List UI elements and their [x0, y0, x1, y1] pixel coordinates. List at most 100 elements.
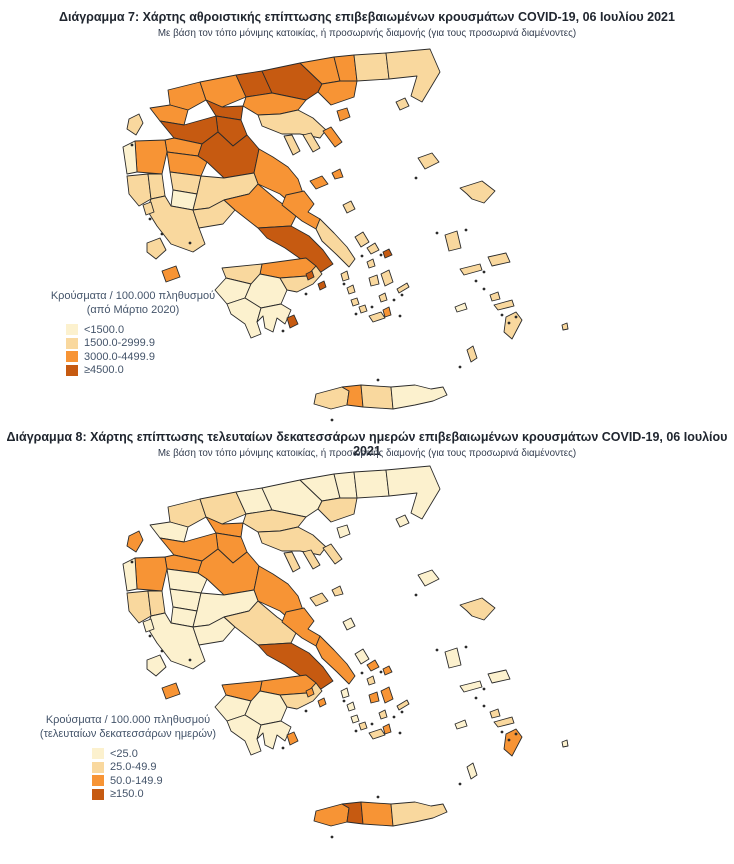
region-imathia: [205, 516, 244, 538]
region-ios: [378, 292, 388, 303]
region-kastellorizo: [561, 739, 569, 748]
legend-label: <1500.0: [84, 323, 125, 336]
islet-dot: [330, 835, 334, 839]
region-rodopi: [353, 52, 390, 82]
islet-dot: [392, 298, 396, 302]
region-attica: [257, 225, 334, 273]
legend-label: <25.0: [110, 747, 138, 760]
region-arta: [147, 590, 166, 617]
region-naxos: [380, 269, 394, 287]
islet-dot: [342, 699, 346, 703]
region-andros: [354, 231, 370, 248]
islet-dot: [281, 329, 285, 333]
region-kastoria: [149, 521, 189, 543]
islet-dot: [304, 292, 308, 296]
region-heraklion: [360, 801, 394, 827]
region-skyros: [342, 200, 356, 214]
legend-item: ≥150.0: [92, 788, 236, 802]
map-cumulative-incidence-greece: [122, 48, 569, 422]
region-zakynthos: [161, 265, 181, 283]
region-samothrace: [395, 97, 410, 111]
islet-dot: [360, 254, 364, 258]
legend-14day: Κρούσματα / 100.000 πληθυσμού (τελευταίω…: [20, 713, 236, 801]
region-sithonia: [302, 549, 321, 570]
region-rethymno: [341, 801, 364, 825]
region-kefalonia: [146, 654, 167, 677]
region-kythnos: [346, 284, 356, 295]
legend-swatch-bin2: [66, 337, 78, 349]
region-messinia: [226, 714, 262, 756]
region-milos: [368, 311, 386, 323]
region-kavala: [317, 80, 358, 106]
region-rodopi: [353, 469, 390, 499]
region-santorini: [382, 723, 392, 735]
region-lasithi: [390, 384, 448, 410]
region-skyros: [342, 617, 356, 631]
legend-label: 1500.0-2999.9: [84, 337, 155, 350]
region-kavala: [317, 497, 358, 523]
region-corfu: [126, 530, 144, 553]
region-sithonia: [302, 132, 321, 153]
legend-label: ≥150.0: [110, 788, 144, 801]
region-limnos: [417, 152, 440, 170]
region-florina: [167, 81, 207, 111]
region-lesbos: [459, 180, 496, 204]
figure7-subtitle: Με βάση τον τόπο μόνιμης κατοικίας, ή πρ…: [157, 28, 577, 39]
region-kos: [493, 716, 515, 728]
legend-swatch-bin4: [92, 788, 104, 800]
islet-dot: [398, 731, 402, 735]
islet-dot: [500, 730, 504, 734]
legend-swatch-bin4: [66, 364, 78, 376]
islet-dot: [379, 670, 383, 674]
islet-dot: [379, 253, 383, 257]
legend-label: 50.0-149.9: [110, 774, 163, 787]
region-kassandra: [283, 134, 301, 156]
islet-dot: [304, 709, 308, 713]
region-chios: [444, 647, 462, 669]
legend-item: <1500.0: [66, 323, 236, 337]
region-rethymno: [341, 384, 364, 408]
region-preveza: [126, 173, 152, 207]
region-syros: [366, 675, 376, 686]
region-kassandra: [283, 551, 301, 573]
region-evros: [385, 48, 441, 103]
region-thasos: [336, 107, 351, 122]
region-sifnos: [358, 721, 368, 731]
region-sporades: [309, 168, 344, 190]
islet-dot: [482, 270, 486, 274]
region-amorgos: [396, 282, 410, 294]
region-ikaria: [459, 680, 483, 693]
region-attica: [257, 642, 334, 690]
region-kastoria: [149, 104, 189, 126]
legend-title: Κρούσματα / 100.000 πληθυσμού (τελευταίω…: [39, 714, 217, 740]
region-rhodes: [503, 311, 523, 340]
region-lasithi: [390, 801, 448, 827]
islet-dot: [514, 732, 518, 736]
region-pella: [199, 74, 247, 108]
region-kastellorizo: [561, 322, 569, 331]
region-lefkada: [142, 618, 155, 633]
region-astypalaia: [454, 302, 468, 313]
region-serifos: [350, 714, 360, 724]
legend-item: 3000.0-4499.9: [66, 350, 236, 364]
legend-item: <25.0: [92, 747, 236, 761]
figure8-subtitle: Με βάση τον τόπο μόνιμης κατοικίας, ή πρ…: [157, 448, 577, 459]
region-sifnos: [358, 304, 368, 314]
islet-dot: [160, 232, 164, 236]
islet-dot: [281, 746, 285, 750]
region-thesprotia: [122, 140, 138, 175]
region-syros: [366, 258, 376, 269]
region-evros: [385, 465, 441, 520]
region-saronic: [305, 270, 327, 291]
region-amorgos: [396, 699, 410, 711]
legend-swatch-bin1: [92, 748, 104, 760]
islet-dot: [130, 143, 134, 147]
legend-cumulative: Κρούσματα / 100.000 πληθυσμού (από Μάρτι…: [30, 289, 236, 377]
islet-dot: [464, 228, 468, 232]
region-trikala: [166, 151, 208, 177]
region-chios: [444, 230, 462, 252]
islet-dot: [482, 687, 486, 691]
region-tinos: [366, 659, 380, 672]
region-arta: [147, 173, 166, 200]
map-14day-incidence-greece: [122, 465, 569, 839]
